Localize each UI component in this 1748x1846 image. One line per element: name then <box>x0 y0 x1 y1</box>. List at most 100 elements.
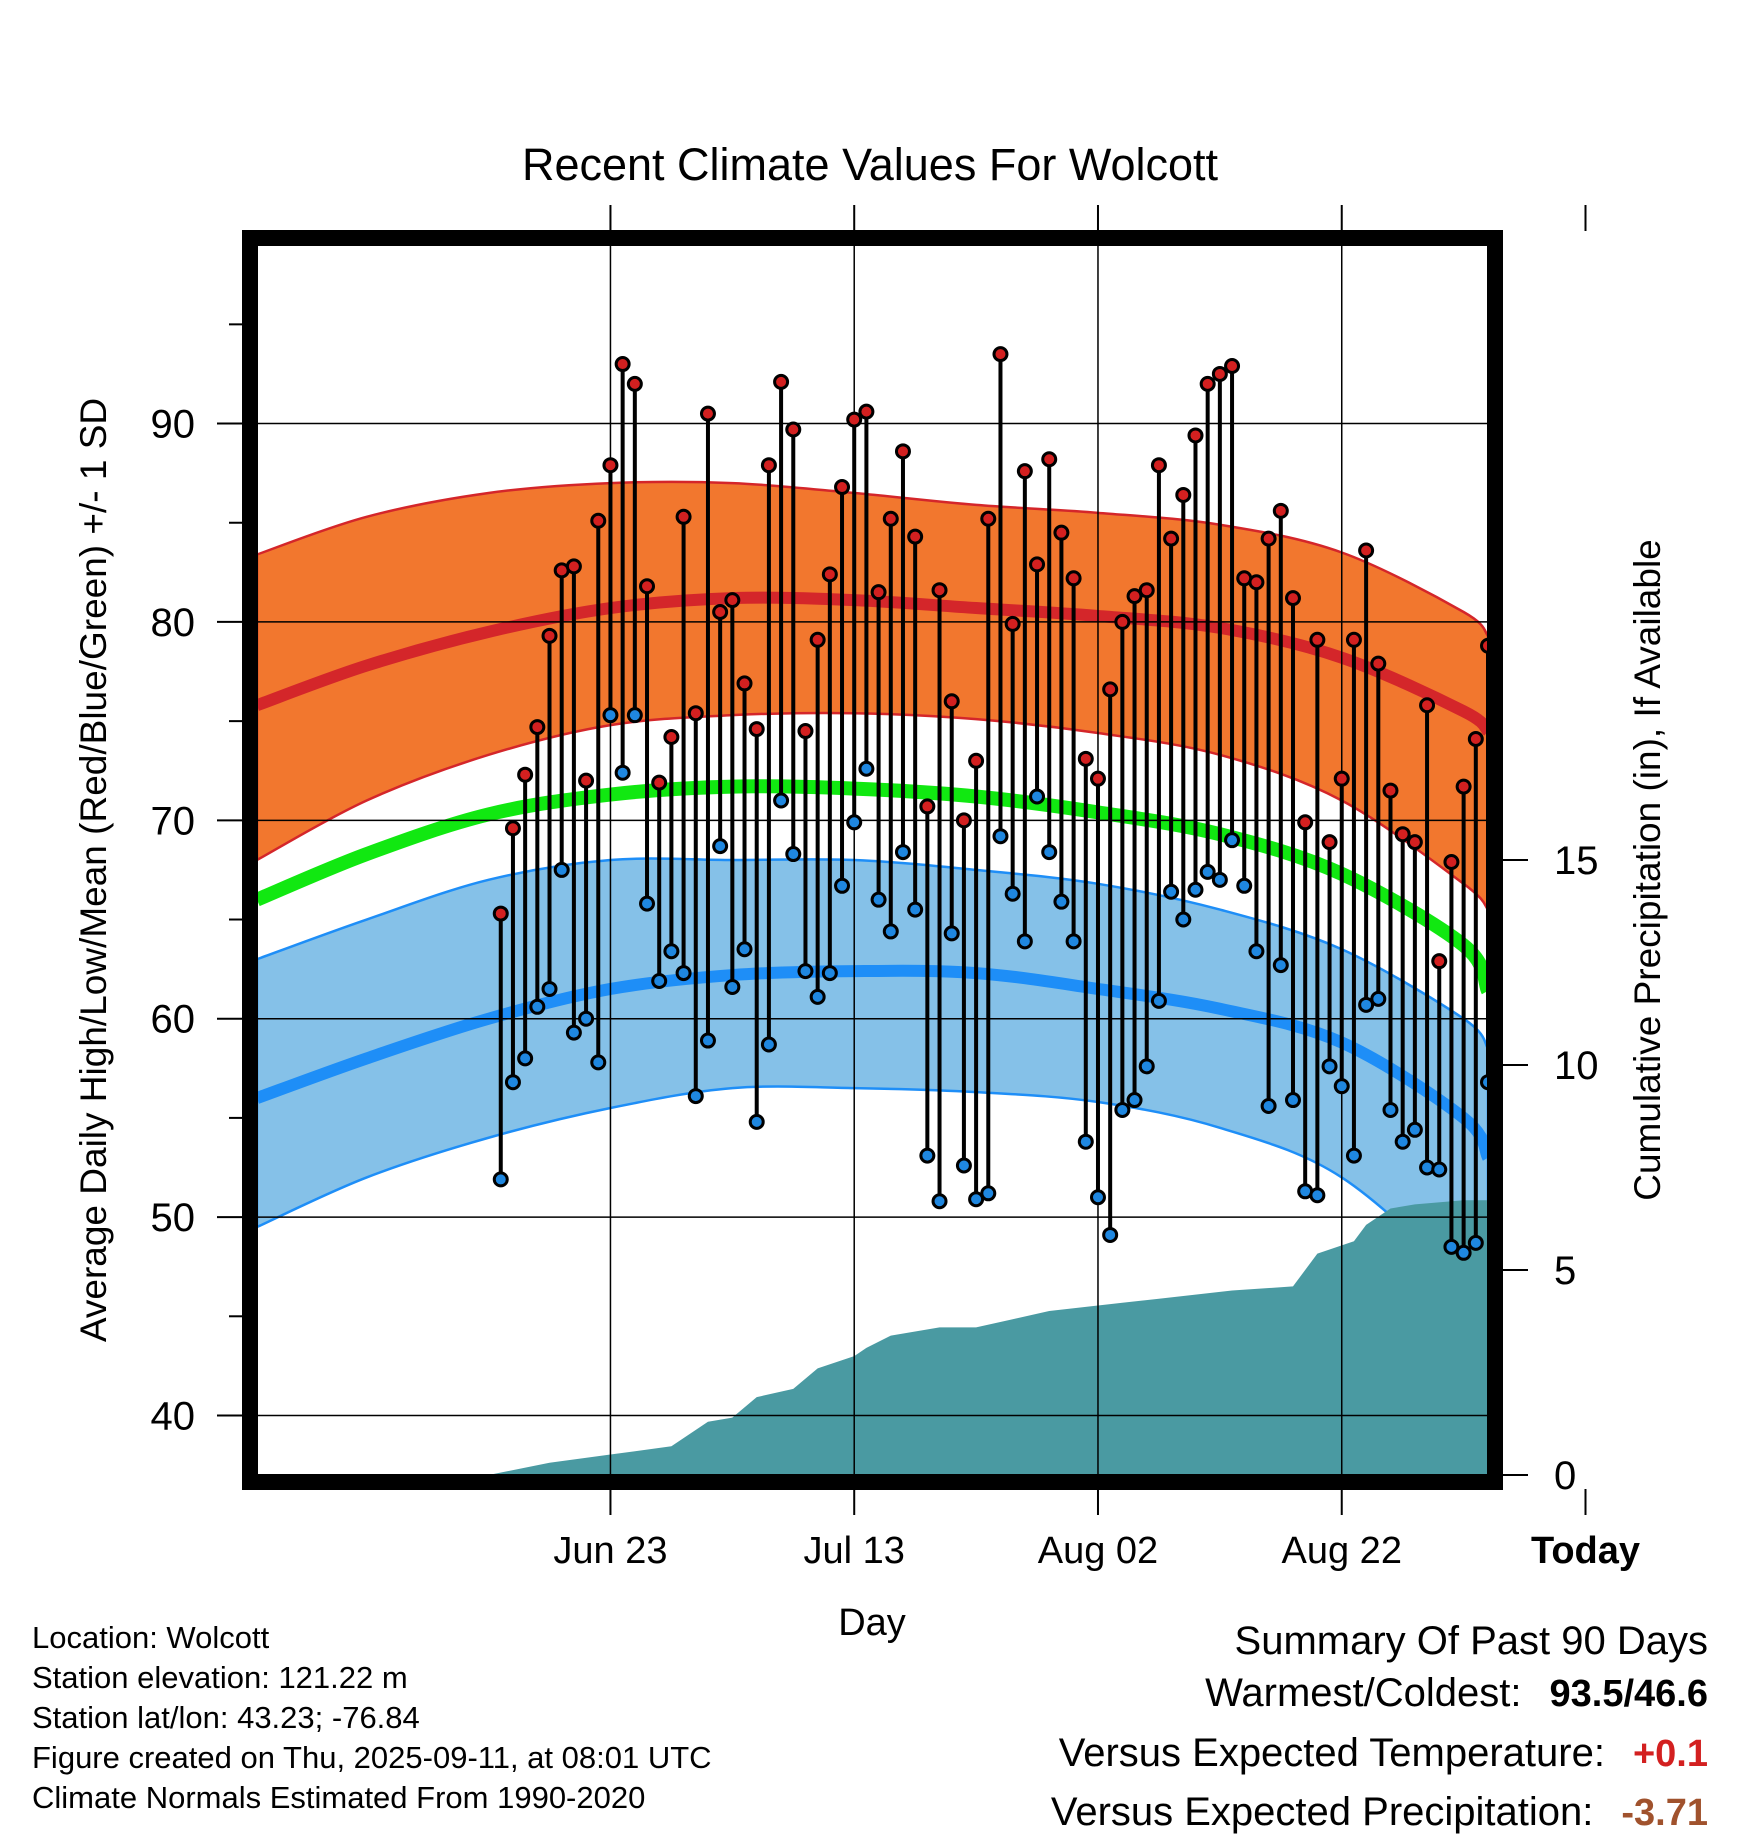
daily-high-point <box>1467 730 1484 747</box>
daily-low-point <box>614 764 631 781</box>
daily-low-point <box>1029 788 1046 805</box>
normals-text: Climate Normals Estimated From 1990-2020 <box>32 1780 646 1815</box>
daily-high-point <box>1345 631 1362 648</box>
daily-low-point <box>1004 885 1021 902</box>
station-info: Location: Wolcott Station elevation: 121… <box>32 1618 712 1818</box>
daily-high-point <box>663 729 680 745</box>
summary-panel: Summary Of Past 90 Days Warmest/Coldest:… <box>1051 1615 1708 1846</box>
daily-high-point <box>1480 637 1488 654</box>
daily-low-point <box>1199 863 1216 880</box>
y-tick-label-right: 5 <box>1554 1249 1576 1293</box>
daily-low-point <box>517 1050 534 1067</box>
daily-low-point <box>1345 1147 1362 1164</box>
x-tick-label: Jun 23 <box>553 1530 667 1572</box>
daily-high-point <box>1394 826 1411 843</box>
daily-high-point <box>1138 582 1155 599</box>
y-tick-label-right: 10 <box>1554 1044 1599 1088</box>
daily-high-point <box>1175 486 1192 503</box>
x-tick-label: Aug 02 <box>1038 1530 1158 1572</box>
daily-high-point <box>943 693 960 710</box>
daily-high-point <box>1029 556 1046 573</box>
daily-low-point <box>1530 1135 1543 1148</box>
y-tick-label-right: 0 <box>1554 1454 1576 1498</box>
daily-low-point <box>1455 1244 1472 1261</box>
daily-low-point <box>1053 893 1070 910</box>
daily-low-point <box>651 973 668 990</box>
y-tick-label-left: 50 <box>151 1196 196 1240</box>
daily-high-point <box>894 443 911 460</box>
daily-low-point <box>1138 1058 1155 1075</box>
daily-low-point <box>1065 933 1082 950</box>
daily-high-point <box>1530 951 1543 964</box>
daily-high-point <box>748 721 765 738</box>
daily-low-point <box>882 923 899 940</box>
daily-low-point <box>553 861 570 878</box>
daily-high-point <box>1077 750 1094 767</box>
y-tick-label-left: 70 <box>151 799 196 843</box>
daily-low-point <box>1150 992 1167 1009</box>
daily-low-point <box>1041 844 1058 861</box>
daily-low-point <box>834 877 851 894</box>
daily-high-point <box>529 719 546 736</box>
daily-high-point <box>1382 782 1399 799</box>
daily-low-point <box>565 1024 582 1041</box>
daily-low-point <box>846 814 863 831</box>
daily-high-point <box>858 403 875 420</box>
daily-high-point <box>1004 615 1021 632</box>
temp-row: Versus Expected Temperature: +0.1 <box>1051 1728 1708 1787</box>
daily-high-point <box>1187 427 1204 444</box>
daily-high-point <box>578 772 595 789</box>
daily-low-point <box>1333 1078 1350 1095</box>
daily-low-point <box>1284 1092 1301 1109</box>
created-text: Figure created on Thu, 2025-09-11, at 08… <box>32 1740 712 1775</box>
daily-high-point <box>1358 542 1375 559</box>
daily-low-point <box>1506 1119 1519 1132</box>
daily-low-point <box>894 844 911 861</box>
daily-high-point <box>907 528 924 545</box>
daily-high-point <box>834 479 851 496</box>
daily-low-point <box>590 1054 607 1071</box>
daily-low-point <box>1542 1215 1555 1228</box>
y-tick-label-left: 40 <box>151 1394 196 1438</box>
y-tick-label-left: 90 <box>151 403 196 447</box>
daily-high-point <box>882 510 899 527</box>
daily-high-point <box>590 512 607 529</box>
daily-low-point <box>1431 1161 1448 1178</box>
daily-low-point <box>821 965 838 982</box>
daily-high-point <box>785 421 802 438</box>
daily-low-point <box>1187 881 1204 898</box>
x-tick-label: Today <box>1531 1530 1640 1572</box>
daily-high-point <box>1542 933 1555 946</box>
daily-low-point <box>907 901 924 918</box>
daily-high-point <box>1309 631 1326 648</box>
daily-high-point <box>517 766 534 783</box>
daily-low-point <box>1321 1058 1338 1075</box>
daily-low-point <box>1224 832 1241 849</box>
daily-high-point <box>1518 657 1531 670</box>
daily-low-point <box>1467 1234 1484 1251</box>
daily-low-point <box>541 980 558 997</box>
daily-high-point <box>1455 778 1472 795</box>
daily-high-point <box>1321 834 1338 851</box>
warm-cold-row: Warmest/Coldest: 93.5/46.6 <box>1051 1667 1708 1728</box>
x-tick-label: Jul 13 <box>804 1530 905 1572</box>
daily-low-point <box>1016 933 1033 950</box>
daily-high-point <box>1163 530 1180 547</box>
daily-low-point <box>919 1147 936 1164</box>
precip-row: Versus Expected Precipitation: -3.71 <box>1051 1787 1708 1846</box>
daily-high-point <box>1126 588 1143 605</box>
daily-high-point <box>1224 358 1241 375</box>
precip-area <box>257 1200 1488 1475</box>
daily-high-point <box>1248 574 1265 591</box>
location-text: Location: Wolcott <box>32 1620 270 1655</box>
daily-high-point <box>1506 651 1519 664</box>
daily-high-point <box>1114 613 1131 630</box>
daily-low-point <box>724 978 741 995</box>
daily-low-point <box>760 1036 777 1053</box>
daily-low-point <box>699 1032 716 1049</box>
y-axis-label-right: Cumulative Precipitation (in), If Availa… <box>1627 539 1668 1201</box>
daily-low-point <box>980 1185 997 1202</box>
daily-high-point <box>699 405 716 422</box>
